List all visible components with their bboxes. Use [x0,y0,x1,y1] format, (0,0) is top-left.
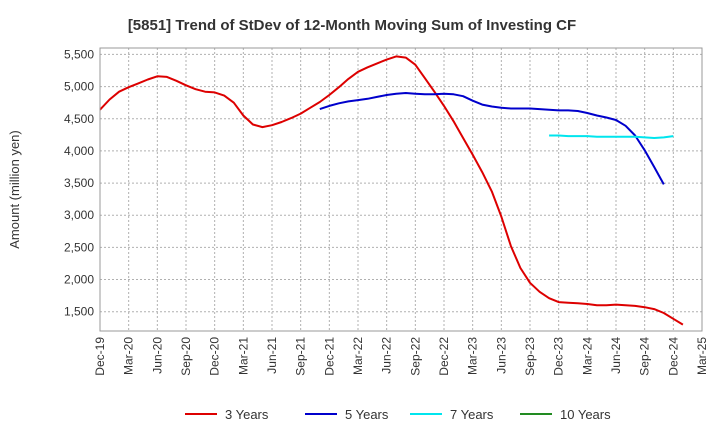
chart-title: [5851] Trend of StDev of 12-Month Moving… [128,17,576,34]
x-tick-label: Mar-25 [695,337,709,375]
x-axis-ticks: Dec-19 Mar-20 Jun-20 Sep-20 Dec-20 Mar-21 Jun-… [93,337,709,376]
legend: 3 Years 5 Years 7 Years 10 Years [185,407,611,422]
x-tick-label: Dec-22 [437,337,451,376]
legend-label: 7 Years [450,407,494,422]
x-tick-label: Dec-19 [93,337,107,376]
legend-label: 3 Years [225,407,269,422]
series-lines [99,55,684,326]
x-tick-label: Mar-21 [236,337,250,375]
y-tick-label: 3,000 [64,208,94,222]
x-tick-label: Dec-20 [208,337,222,376]
y-tick-label: 1,500 [64,305,94,319]
x-tick-label: Jun-21 [265,337,279,374]
x-tick-label: Jun-20 [150,337,164,374]
x-tick-label: Mar-20 [122,337,136,375]
x-tick-label: Jun-23 [494,337,508,374]
y-axis-ticks: 1,500 2,000 2,500 3,000 3,500 4,000 4,500 5,000… [64,47,94,318]
legend-label: 5 Years [345,407,389,422]
x-tick-label: Mar-22 [351,337,365,375]
y-tick-label: 2,000 [64,273,94,287]
y-tick-label: 4,000 [64,144,94,158]
y-axis-label: Amount (million yen) [7,130,22,249]
x-tick-label: Sep-21 [294,337,308,376]
x-tick-label: Mar-23 [466,337,480,375]
legend-label: 10 Years [560,407,611,422]
plot-frame [99,47,703,332]
series-line-7-years [549,134,674,139]
x-tick-label: Sep-24 [638,337,652,376]
x-tick-label: Dec-21 [322,337,336,376]
x-tick-label: Sep-23 [523,337,537,376]
x-tick-label: Jun-22 [380,337,394,374]
series-line-3-years [99,55,684,326]
y-tick-label: 3,500 [64,176,94,190]
y-tick-label: 5,000 [64,80,94,94]
y-tick-label: 5,500 [64,47,94,61]
x-tick-label: Dec-23 [552,337,566,376]
y-tick-label: 2,500 [64,240,94,254]
x-tick-label: Jun-24 [609,337,623,374]
y-tick-label: 4,500 [64,112,94,126]
x-tick-label: Sep-20 [179,337,193,376]
x-tick-label: Dec-24 [666,337,680,376]
grid [99,48,703,331]
x-tick-label: Sep-22 [408,337,422,376]
series-line-5-years [319,92,665,185]
x-tick-label: Mar-24 [580,337,594,375]
